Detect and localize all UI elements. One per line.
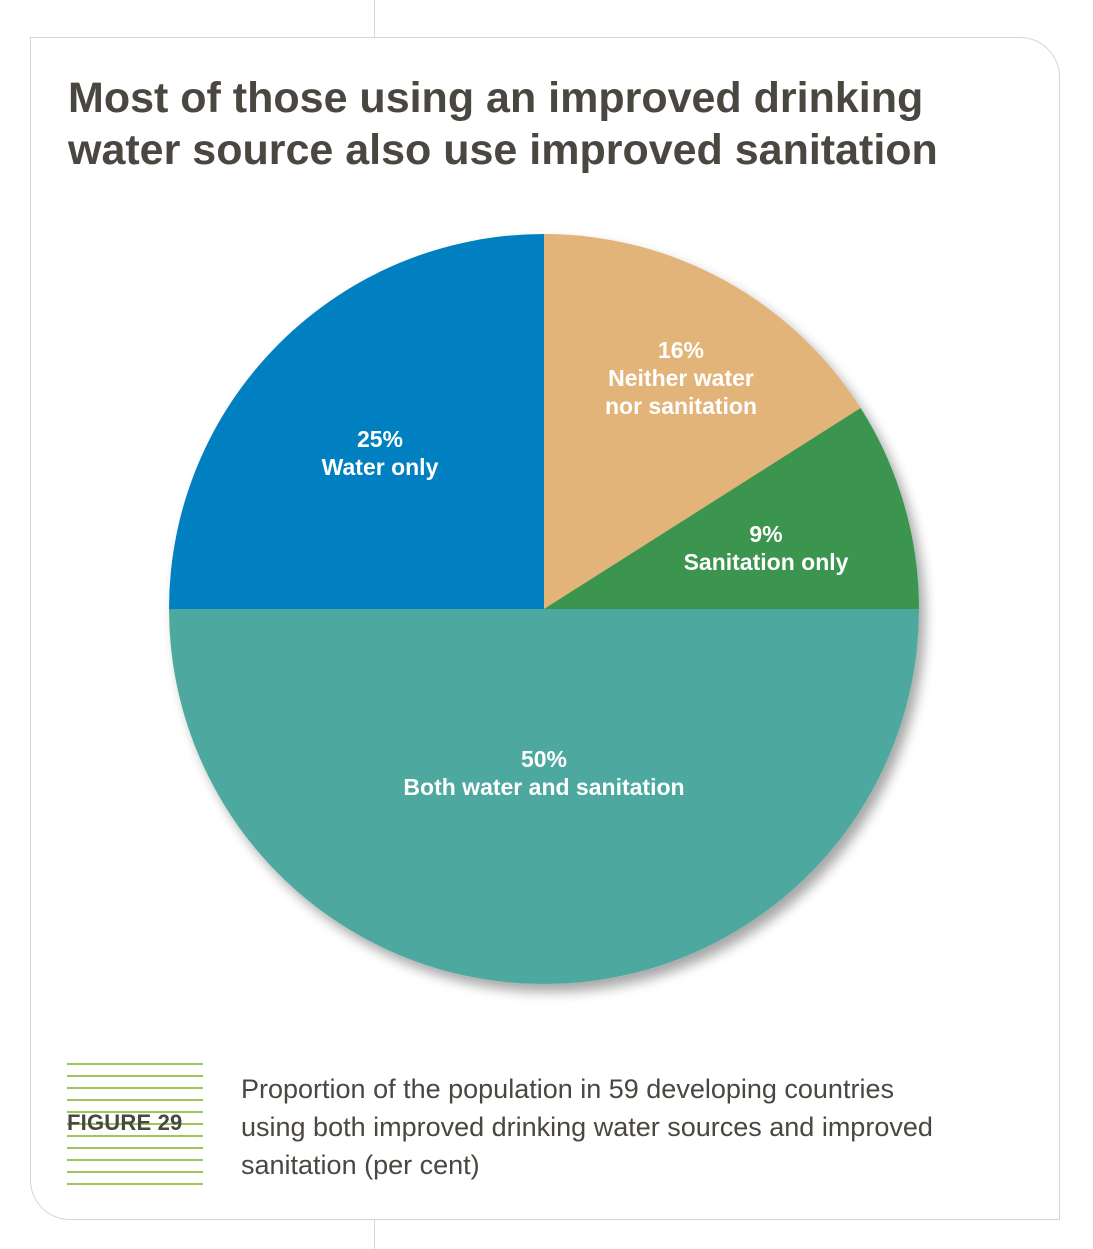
pie-label-neither-water-nor-sanitation: 16% Neither water nor sanitation bbox=[605, 337, 757, 419]
top-divider-line bbox=[374, 0, 375, 38]
figure-stripes-decoration bbox=[67, 1063, 203, 1185]
chart-title: Most of those using an improved drinking… bbox=[68, 74, 938, 174]
pie-label-sanitation-only: 9% Sanitation only bbox=[684, 521, 849, 575]
figure-caption: Proportion of the population in 59 devel… bbox=[241, 1074, 933, 1180]
pie-slice-neither-water-nor-sanitation bbox=[544, 234, 861, 609]
pie-slice-water-only bbox=[169, 234, 544, 609]
pie-slice-both-water-and-sanitation bbox=[169, 609, 919, 984]
pie-label-both-water-and-sanitation: 50% Both water and sanitation bbox=[403, 746, 684, 800]
pie-slices bbox=[169, 234, 919, 984]
pie-slice-sanitation-only bbox=[544, 408, 919, 609]
pie-label-water-only: 25% Water only bbox=[322, 426, 439, 480]
figure-number: FIGURE 29 bbox=[67, 1110, 183, 1135]
pie-labels: 16% Neither water nor sanitation 9% Sanitati… bbox=[322, 337, 849, 800]
bottom-divider-line bbox=[374, 1220, 375, 1249]
